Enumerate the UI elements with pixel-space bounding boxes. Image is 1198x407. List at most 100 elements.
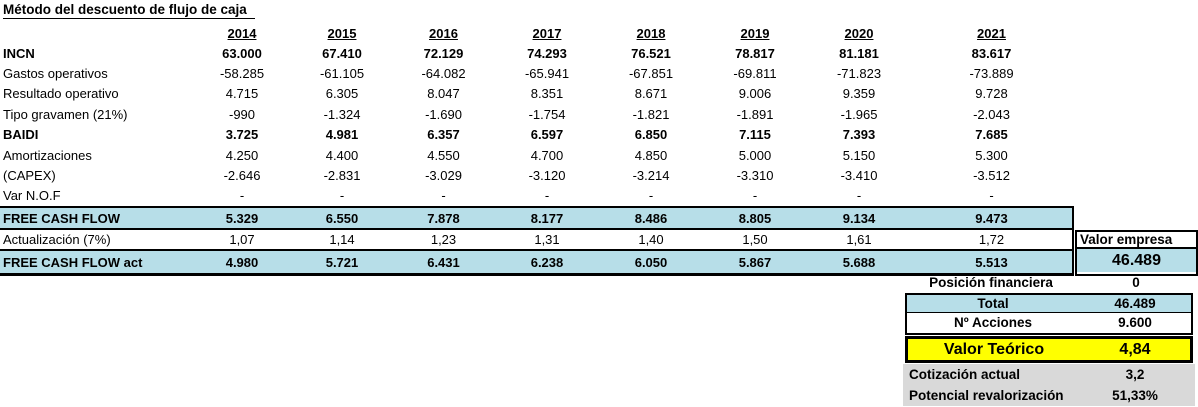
cell: 6.238 [530, 254, 564, 270]
cotizacion-row: Cotización actual 3,2 [903, 364, 1195, 385]
table-row: Gastos operativos -58.285 -61.105 -64.082 -6… [0, 63, 1074, 83]
cell: -990 [228, 106, 256, 122]
cell: 9.728 [975, 86, 1008, 102]
table-row: Tipo gravamen (21%) -990 -1.324 -1.690 -1.75… [0, 104, 1074, 124]
cotizacion-value: 3,2 [1125, 367, 1145, 382]
cell: 9.473 [975, 210, 1008, 226]
cell: - [752, 188, 758, 204]
total-acciones-box: Total 46.489 Nº Acciones 9.600 [905, 293, 1193, 335]
cell: 4.980 [225, 254, 259, 270]
cell: 78.817 [735, 45, 775, 61]
cell: -71.823 [836, 66, 882, 82]
total-label: Total [977, 296, 1009, 311]
cell: -1.324 [323, 106, 361, 122]
row-label: BAIDI [3, 127, 39, 143]
cell: 5.150 [842, 147, 876, 163]
cell: 1,31 [534, 232, 560, 248]
year-header: 2015 [327, 26, 357, 41]
page-title: Método del descuento de flujo de caja [3, 2, 255, 19]
cell: 5.867 [738, 254, 772, 270]
cell: 6.357 [427, 127, 460, 143]
cell: -58.285 [219, 66, 265, 82]
cell: 76.521 [631, 45, 671, 61]
cell: 1,72 [978, 232, 1005, 248]
year-header: 2017 [532, 26, 562, 41]
posicion-financiera-value: 0 [1132, 275, 1140, 290]
posicion-financiera-label: Posición financiera [929, 275, 1053, 290]
cell: 8.351 [530, 86, 564, 102]
valor-teorico-label: Valor Teórico [943, 340, 1045, 358]
cell: 8.805 [738, 210, 772, 226]
valor-empresa-label: Valor empresa [1077, 232, 1196, 249]
row-label: Var N.O.F [3, 188, 61, 204]
cell: 6.050 [634, 254, 668, 270]
cell: - [648, 188, 654, 204]
cell: - [856, 188, 862, 204]
cell: 8.671 [634, 86, 668, 102]
cell: 8.177 [530, 210, 564, 226]
cell: 4.981 [325, 127, 359, 143]
valor-teorico-row: Valor Teórico 4,84 [905, 336, 1193, 363]
cell: -61.105 [319, 66, 365, 82]
table-row: (CAPEX) -2.646 -2.831 -3.029 -3.120 -3.214 -3.… [0, 165, 1074, 185]
total-value: 46.489 [1114, 296, 1156, 311]
potencial-row: Potencial revalorización 51,33% [903, 385, 1195, 406]
year-header: 2019 [740, 26, 770, 41]
cell: 4.715 [225, 86, 259, 102]
cell: 7.878 [427, 210, 460, 226]
cell: - [441, 188, 446, 204]
row-label: Actualización (7%) [3, 232, 111, 248]
cell: -67.851 [628, 66, 674, 82]
cell: -2.831 [323, 168, 361, 184]
cell: -3.310 [736, 168, 774, 184]
cell: 5.300 [975, 147, 1008, 163]
cell: -3.029 [425, 168, 462, 184]
table-row: INCN 63.000 67.410 72.129 74.293 76.521 78.817… [0, 43, 1074, 63]
cell: 1,14 [329, 232, 355, 248]
cell: -3.214 [632, 168, 670, 184]
cell: 1,23 [430, 232, 457, 248]
cell: -3.410 [840, 168, 878, 184]
row-label: (CAPEX) [3, 168, 56, 184]
cell: -73.889 [969, 66, 1014, 82]
cell: 7.685 [975, 127, 1008, 143]
cell: 6.597 [530, 127, 564, 143]
cell: 4.400 [325, 147, 359, 163]
posicion-financiera-row: Posición financiera 0 [905, 273, 1195, 292]
cell: 4.700 [530, 147, 564, 163]
cell: 1,40 [638, 232, 664, 248]
cell: 1,50 [742, 232, 768, 248]
cell: -64.082 [421, 66, 466, 82]
table-row: Resultado operativo 4.715 6.305 8.047 8.351 8… [0, 84, 1074, 104]
cell: 7.115 [739, 127, 771, 143]
cell: -3.512 [973, 168, 1010, 184]
cell: -1.821 [632, 106, 670, 122]
cell: 5.513 [975, 254, 1008, 270]
year-header-row: 2014 2015 2016 2017 2018 2019 2020 2021 [0, 24, 1074, 43]
potencial-label: Potencial revalorización [909, 388, 1064, 403]
year-header: 2016 [429, 26, 458, 41]
cell: 9.359 [842, 86, 876, 102]
table-row: Actualización (7%) 1,07 1,14 1,23 1,31 1,40 1,… [0, 230, 1074, 252]
cell: -1.965 [840, 106, 878, 122]
cell: 5.000 [738, 147, 772, 163]
cell: 6.431 [427, 254, 460, 270]
cell: 4.850 [634, 147, 668, 163]
table-row: FREE CASH FLOW act 4.980 5.721 6.431 6.238 6.… [0, 251, 1074, 277]
valor-empresa-box: Valor empresa 46.489 [1075, 230, 1198, 276]
row-label: Resultado operativo [3, 86, 119, 102]
potencial-value: 51,33% [1112, 388, 1158, 403]
cell: 1,07 [229, 232, 255, 248]
cell: 83.617 [971, 45, 1012, 61]
cell: 9.134 [842, 210, 876, 226]
table-row: BAIDI 3.725 4.981 6.357 6.597 6.850 7.115 7.393… [0, 125, 1074, 145]
cell: 74.293 [527, 45, 567, 61]
acciones-label: Nº Acciones [954, 315, 1032, 330]
table-row: Var N.O.F - - - - - - - - [0, 186, 1074, 206]
row-label: INCN [3, 45, 35, 61]
row-label: Tipo gravamen (21%) [3, 106, 128, 122]
cell: - [239, 188, 245, 204]
valor-empresa-value: 46.489 [1077, 249, 1196, 272]
cell: 6.305 [325, 86, 359, 102]
cell: 8.047 [427, 86, 460, 102]
